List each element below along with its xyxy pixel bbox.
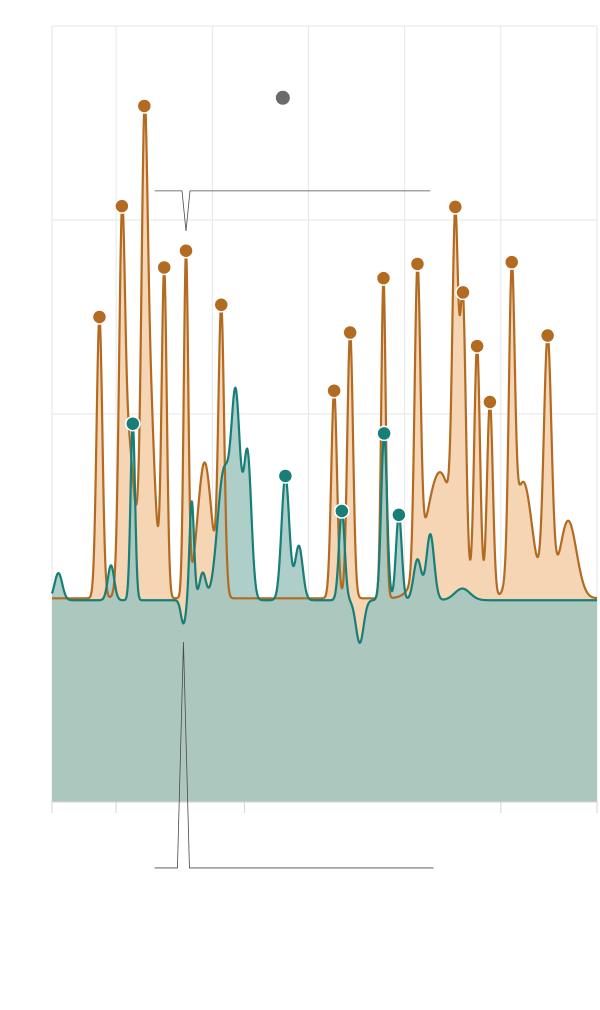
series-1-marker-1: [277, 468, 294, 484]
series-0-marker-10: [447, 199, 464, 215]
series-0-marker-4: [178, 242, 194, 259]
series-0-marker-2: [136, 98, 153, 114]
series-0-marker-11: [455, 284, 471, 301]
peak-markers: [91, 98, 556, 523]
annotation-bracket-bottom: [154, 641, 434, 869]
series-0-marker-15: [539, 327, 556, 344]
series-0-line: [51, 100, 598, 600]
x-axis: [51, 801, 598, 813]
series-1-marker-2: [334, 503, 350, 519]
series-1-marker-0: [125, 415, 141, 432]
series-areas: [52, 101, 597, 803]
annotations: [154, 90, 434, 869]
series-lines: [50, 100, 598, 644]
series-0-marker-5: [213, 297, 230, 313]
series-0-marker-13: [482, 394, 498, 410]
series-0-marker-7: [342, 324, 358, 341]
series-0-marker-9: [409, 256, 426, 272]
gridlines: [51, 25, 598, 802]
series-1-marker-4: [391, 507, 407, 523]
annotation-dot: [275, 90, 290, 105]
series-1-line: [50, 386, 598, 644]
series-1-marker-3: [376, 425, 392, 442]
series-1-area: [52, 387, 597, 802]
series-0-marker-14: [503, 254, 520, 270]
series-0-marker-6: [326, 382, 342, 399]
series-0-marker-12: [469, 338, 485, 354]
series-0-marker-3: [156, 259, 172, 276]
series-0-marker-0: [91, 309, 108, 325]
series-0-marker-1: [114, 198, 130, 214]
annotation-bracket-top: [154, 190, 431, 231]
series-0-marker-8: [375, 270, 392, 286]
